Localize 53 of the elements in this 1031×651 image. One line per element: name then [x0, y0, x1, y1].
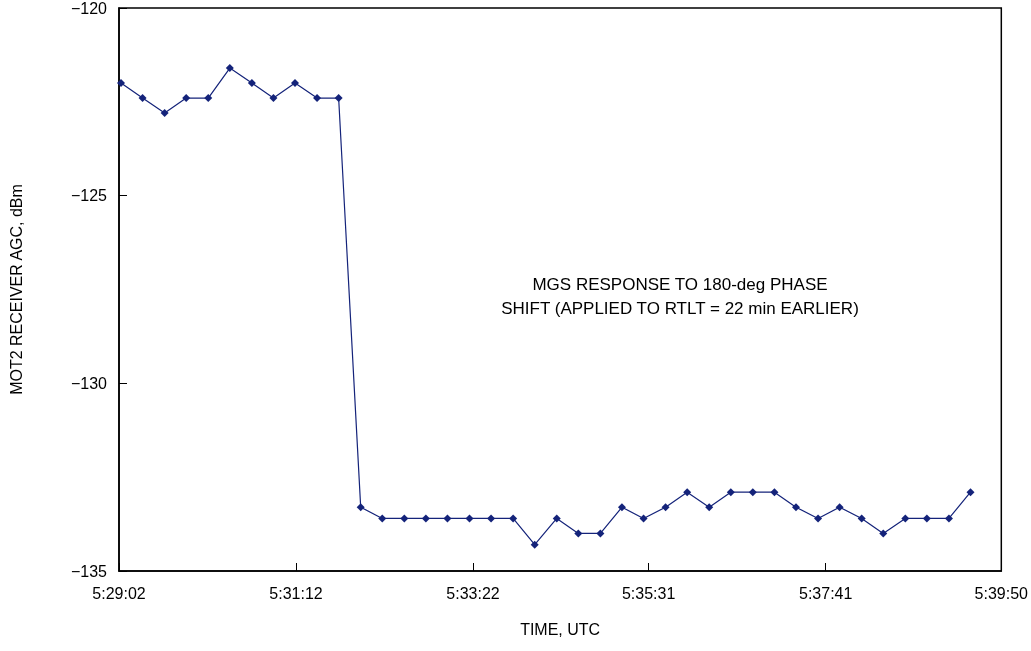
- point: [269, 94, 278, 103]
- point: [639, 514, 648, 523]
- point: [530, 540, 539, 549]
- point: [509, 514, 518, 523]
- point: [879, 529, 888, 538]
- point: [117, 79, 126, 88]
- point: [922, 514, 931, 523]
- point: [835, 503, 844, 512]
- point: [334, 94, 343, 103]
- point: [748, 488, 757, 497]
- annotation: MGS RESPONSE TO 180-deg PHASE SHIFT (APPLIED TO RTLT = 22 min EARLIER): [501, 274, 859, 318]
- y-tick-label: −135: [70, 562, 108, 580]
- point: [378, 514, 387, 523]
- point: [770, 488, 779, 497]
- point: [225, 64, 234, 73]
- point: [400, 514, 409, 523]
- point: [313, 94, 322, 103]
- point: [574, 529, 583, 538]
- point: [683, 488, 692, 497]
- point: [901, 514, 910, 523]
- point: [596, 529, 605, 538]
- x-tick-label: 5:39:50: [974, 584, 1029, 602]
- point: [247, 79, 256, 88]
- point: [421, 514, 430, 523]
- point: [552, 514, 561, 523]
- x-tick-label: 5:35:31: [621, 584, 676, 602]
- point: [617, 503, 626, 512]
- point: [138, 94, 147, 103]
- point: [204, 94, 213, 103]
- point: [182, 94, 191, 103]
- point: [291, 79, 300, 88]
- x-tick-label: 5:33:22: [446, 584, 500, 602]
- x-tick-label: 5:31:12: [269, 584, 323, 602]
- y-tick-label: −125: [70, 187, 108, 205]
- point: [857, 514, 866, 523]
- point: [356, 503, 365, 512]
- point: [966, 488, 975, 497]
- point: [160, 109, 169, 118]
- y-tick-label: −130: [70, 374, 108, 392]
- point: [726, 488, 735, 497]
- point: [661, 503, 670, 512]
- x-tick-label: 5:37:41: [798, 584, 853, 602]
- point: [944, 514, 953, 523]
- point: [443, 514, 452, 523]
- x-axis-title: TIME, UTC: [520, 620, 601, 638]
- point: [465, 514, 474, 523]
- point: [791, 503, 800, 512]
- x-tick-label: 5:29:02: [92, 584, 146, 602]
- point: [487, 514, 496, 523]
- y-axis-title: MOT2 RECEIVER AGC, dBm: [7, 184, 25, 395]
- point: [705, 503, 714, 512]
- point: [814, 514, 823, 523]
- y-tick-label: −120: [70, 0, 108, 17]
